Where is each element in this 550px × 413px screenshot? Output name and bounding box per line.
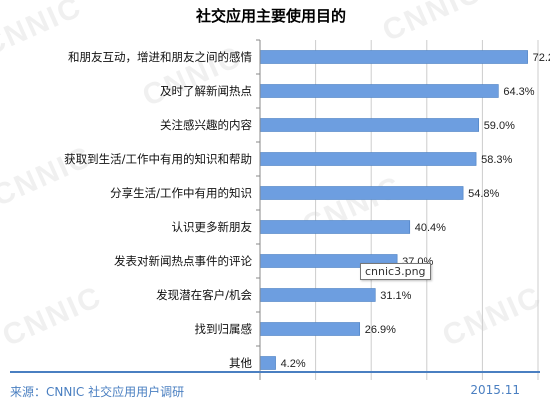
category-label: 发表对新闻热点事件的评论 xyxy=(114,254,252,268)
category-label: 及时了解新闻热点 xyxy=(160,84,252,98)
bar xyxy=(259,84,499,98)
data-label: 40.4% xyxy=(415,222,446,234)
category-label: 其他 xyxy=(229,356,252,370)
category-label: 找到归属感 xyxy=(195,322,253,336)
category-label: 和朋友互动，增进和朋友之间的感情 xyxy=(68,50,252,64)
data-label: 64.3% xyxy=(503,86,534,98)
bar xyxy=(259,50,528,64)
data-label: 4.2% xyxy=(281,358,306,370)
data-label: 31.1% xyxy=(380,290,411,302)
category-label: 获取到生活/工作中有用的知识和帮助 xyxy=(64,152,252,166)
data-label: 72.2% xyxy=(533,52,550,64)
bar xyxy=(259,322,361,336)
data-label: 58.3% xyxy=(481,154,512,166)
bar xyxy=(259,186,464,200)
category-label: 发现潜在客户/机会 xyxy=(156,288,252,302)
category-label: 关注感兴趣的内容 xyxy=(160,118,252,132)
filename-tooltip: cnnic3.png xyxy=(360,263,431,280)
category-label: 认识更多新朋友 xyxy=(172,220,253,234)
bar xyxy=(259,118,479,132)
bar xyxy=(259,152,477,166)
category-label: 分享生活/工作中有用的知识 xyxy=(110,186,252,200)
bar xyxy=(259,220,411,234)
footer-date: 2015.11 xyxy=(470,383,520,397)
data-label: 59.0% xyxy=(484,120,515,132)
bar-layer: 72.2%64.3%59.0%58.3%54.8%40.4%37.0%31.1%… xyxy=(259,50,550,370)
data-label: 26.9% xyxy=(365,324,396,336)
chart-title: 社交应用主要使用目的 xyxy=(195,7,346,25)
axis-layer: 和朋友互动，增进和朋友之间的感情及时了解新闻热点关注感兴趣的内容获取到生活/工作… xyxy=(64,39,261,380)
footer-source: 来源：CNNIC 社交应用用户调研 xyxy=(10,385,185,399)
footer-divider xyxy=(10,371,540,373)
bar xyxy=(259,356,276,370)
bar xyxy=(259,288,376,302)
data-label: 54.8% xyxy=(468,188,499,200)
